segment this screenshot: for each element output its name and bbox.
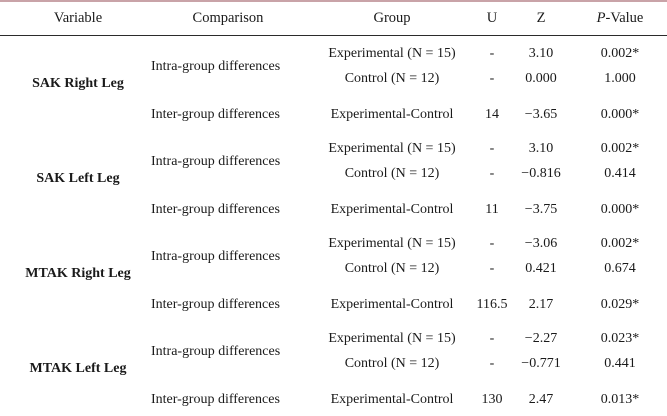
ctrl-p-value: 0.441 (604, 356, 636, 371)
ctrl-p-value: 1.000 (604, 71, 636, 86)
header-z: Z (536, 10, 546, 26)
exp-u-value: - (489, 331, 495, 346)
exp-z-value: −2.27 (524, 331, 558, 346)
variable-label: SAK Left Leg (36, 171, 120, 186)
inter-u-value: 11 (485, 202, 499, 217)
ctrl-u-value: - (489, 71, 495, 86)
inter-group-label: Experimental-Control (330, 392, 454, 407)
header-variable: Variable (53, 10, 103, 26)
inter-comparison-label: Inter-group differences (151, 392, 280, 407)
inter-p-value: 0.029* (600, 297, 640, 312)
inter-z-value: 2.17 (528, 297, 554, 312)
header-group: Group (373, 10, 411, 26)
inter-z-value: 2.47 (528, 392, 554, 407)
inter-z-value: −3.75 (524, 202, 558, 217)
exp-group-label: Experimental (N = 15) (328, 236, 456, 251)
ctrl-z-value: −0.771 (521, 356, 561, 371)
inter-p-value: 0.000* (600, 107, 640, 122)
ctrl-group-label: Control (N = 12) (344, 261, 440, 276)
ctrl-u-value: - (489, 261, 495, 276)
header-comparison: Comparison (192, 10, 264, 26)
exp-z-value: −3.06 (524, 236, 558, 251)
inter-u-value: 116.5 (476, 297, 508, 312)
header-p-value: P-Value (580, 10, 660, 26)
variable-label: SAK Right Leg (32, 76, 124, 91)
inter-comparison-label: Inter-group differences (151, 107, 280, 122)
header-rule (0, 35, 667, 36)
exp-u-value: - (489, 236, 495, 251)
inter-p-value: 0.013* (600, 392, 640, 407)
exp-group-label: Experimental (N = 15) (328, 46, 456, 61)
inter-u-value: 14 (485, 107, 499, 122)
exp-z-value: 3.10 (528, 141, 554, 156)
inter-group-label: Experimental-Control (330, 202, 454, 217)
header-p-letter: P (596, 10, 606, 26)
exp-z-value: 3.10 (528, 46, 554, 61)
ctrl-group-label: Control (N = 12) (344, 356, 440, 371)
ctrl-z-value: −0.816 (521, 166, 561, 181)
exp-u-value: - (489, 141, 495, 156)
ctrl-z-value: 0.421 (525, 261, 557, 276)
exp-group-label: Experimental (N = 15) (328, 141, 456, 156)
table-top-border (0, 0, 667, 2)
ctrl-group-label: Control (N = 12) (344, 71, 440, 86)
ctrl-group-label: Control (N = 12) (344, 166, 440, 181)
ctrl-u-value: - (489, 356, 495, 371)
inter-z-value: −3.65 (524, 107, 558, 122)
header-u: U (486, 10, 498, 26)
ctrl-p-value: 0.414 (604, 166, 636, 181)
inter-group-label: Experimental-Control (330, 107, 454, 122)
ctrl-p-value: 0.674 (604, 261, 636, 276)
intra-comparison-label: Intra-group differences (151, 249, 281, 264)
inter-p-value: 0.000* (600, 202, 640, 217)
exp-u-value: - (489, 46, 495, 61)
inter-u-value: 130 (481, 392, 503, 407)
inter-comparison-label: Inter-group differences (151, 297, 280, 312)
variable-label: MTAK Right Leg (25, 266, 131, 281)
inter-group-label: Experimental-Control (330, 297, 454, 312)
ctrl-z-value: 0.000 (525, 71, 557, 86)
ctrl-u-value: - (489, 166, 495, 181)
variable-label: MTAK Left Leg (29, 361, 127, 376)
intra-comparison-label: Intra-group differences (151, 344, 281, 359)
exp-p-value: 0.023* (600, 331, 640, 346)
intra-comparison-label: Intra-group differences (151, 59, 281, 74)
exp-p-value: 0.002* (600, 141, 640, 156)
header-p-suffix: -Value (605, 10, 644, 26)
exp-p-value: 0.002* (600, 236, 640, 251)
exp-p-value: 0.002* (600, 46, 640, 61)
intra-comparison-label: Intra-group differences (151, 154, 281, 169)
inter-comparison-label: Inter-group differences (151, 202, 280, 217)
exp-group-label: Experimental (N = 15) (328, 331, 456, 346)
